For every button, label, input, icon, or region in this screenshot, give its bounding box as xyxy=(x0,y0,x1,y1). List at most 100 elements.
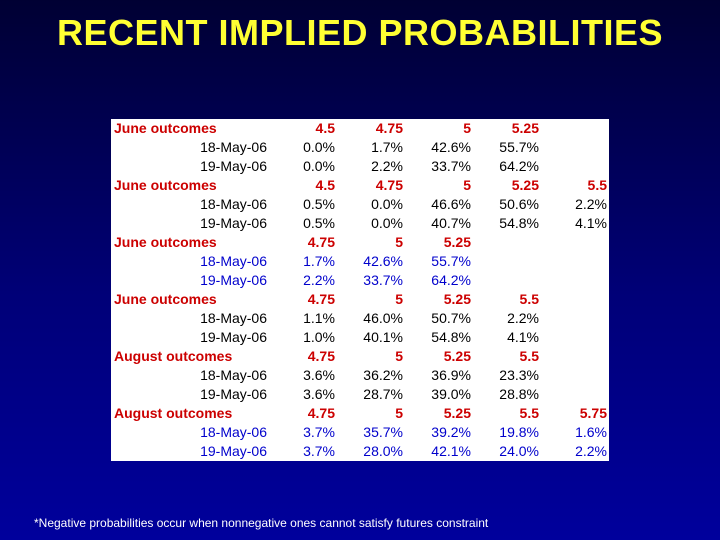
probability-cell: 0.0% xyxy=(303,139,335,155)
date-label: 18-May-06 xyxy=(200,196,267,212)
probability-cell: 3.7% xyxy=(303,443,335,459)
rate-header-cell xyxy=(473,233,541,252)
rate-header-cell: 5 xyxy=(395,291,403,307)
probability-cell: 2.2% xyxy=(575,196,607,212)
probability-row: 19-May-06 3.7% 28.0% 42.1% 24.0% 2.2% xyxy=(111,442,609,461)
probability-cell: 54.8% xyxy=(499,215,539,231)
probability-cell: 4.1% xyxy=(575,215,607,231)
probability-row: 19-May-06 0.0% 2.2% 33.7% 64.2% xyxy=(111,157,609,176)
outcomes-header-row: June outcomes 4.75 5 5.25 xyxy=(111,233,609,252)
probability-table-panel: June outcomes 4.5 4.75 5 5.25 18-May-06 0.0% 1.… xyxy=(111,119,609,461)
probability-cell: 1.1% xyxy=(303,310,335,326)
probability-cell: 46.6% xyxy=(431,196,471,212)
probability-cell: 0.0% xyxy=(371,215,403,231)
probability-cell: 64.2% xyxy=(431,272,471,288)
probability-cell: 1.7% xyxy=(303,253,335,269)
probability-cell xyxy=(541,328,609,347)
rate-header-cell: 5.25 xyxy=(443,234,471,250)
probability-cell: 28.0% xyxy=(363,443,403,459)
date-label: 19-May-06 xyxy=(200,215,267,231)
probability-cell: 2.2% xyxy=(507,310,539,326)
probability-cell: 1.0% xyxy=(303,329,335,345)
probability-cell: 28.8% xyxy=(499,386,539,402)
probability-cell: 42.6% xyxy=(363,253,403,269)
probability-cell: 3.6% xyxy=(303,386,335,402)
rate-header-cell: 4.5 xyxy=(315,177,335,193)
probability-cell: 0.5% xyxy=(303,215,335,231)
probability-cell: 24.0% xyxy=(499,443,539,459)
rate-header-cell: 4.75 xyxy=(307,405,335,421)
probability-cell: 64.2% xyxy=(499,158,539,174)
probability-cell: 33.7% xyxy=(363,272,403,288)
outcomes-label: June outcomes xyxy=(114,234,217,250)
probability-cell: 2.2% xyxy=(303,272,335,288)
rate-header-cell: 5 xyxy=(395,234,403,250)
rate-header-cell: 5 xyxy=(463,177,471,193)
outcomes-header-row: August outcomes 4.75 5 5.25 5.5 5.75 xyxy=(111,404,609,423)
probability-row: 18-May-06 3.7% 35.7% 39.2% 19.8% 1.6% xyxy=(111,423,609,442)
probability-cell: 55.7% xyxy=(431,253,471,269)
probability-cell: 28.7% xyxy=(363,386,403,402)
outcomes-header-row: June outcomes 4.75 5 5.25 5.5 xyxy=(111,290,609,309)
rate-header-cell: 5 xyxy=(395,348,403,364)
probability-cell xyxy=(473,252,541,271)
rate-header-cell: 5 xyxy=(463,120,471,136)
rate-header-cell: 4.75 xyxy=(307,291,335,307)
probability-row: 18-May-06 1.7% 42.6% 55.7% xyxy=(111,252,609,271)
probability-cell: 33.7% xyxy=(431,158,471,174)
probability-cell: 36.9% xyxy=(431,367,471,383)
probability-cell: 46.0% xyxy=(363,310,403,326)
rate-header-cell: 5 xyxy=(395,405,403,421)
probability-cell: 1.7% xyxy=(371,139,403,155)
probability-cell xyxy=(473,271,541,290)
probability-cell: 50.6% xyxy=(499,196,539,212)
rate-header-cell: 5.25 xyxy=(511,120,539,136)
probability-cell: 3.6% xyxy=(303,367,335,383)
probability-cell: 23.3% xyxy=(499,367,539,383)
slide-title: RECENT IMPLIED PROBABILITIES xyxy=(56,12,664,53)
rate-header-cell xyxy=(541,290,609,309)
probability-cell xyxy=(541,252,609,271)
probability-cell: 42.1% xyxy=(431,443,471,459)
rate-header-cell: 5.25 xyxy=(511,177,539,193)
rate-header-cell: 5.5 xyxy=(519,291,539,307)
outcomes-label: August outcomes xyxy=(114,348,233,364)
rate-header-cell: 5.5 xyxy=(519,405,539,421)
date-label: 19-May-06 xyxy=(200,443,267,459)
rate-header-cell: 4.75 xyxy=(307,348,335,364)
probability-cell xyxy=(541,385,609,404)
rate-header-cell: 4.75 xyxy=(375,177,403,193)
rate-header-cell xyxy=(541,233,609,252)
outcomes-label: June outcomes xyxy=(114,291,217,307)
date-label: 18-May-06 xyxy=(200,310,267,326)
outcomes-label: June outcomes xyxy=(114,120,217,136)
rate-header-cell xyxy=(541,347,609,366)
probability-cell: 2.2% xyxy=(575,443,607,459)
rate-header-cell: 4.5 xyxy=(315,120,335,136)
date-label: 18-May-06 xyxy=(200,253,267,269)
probability-row: 18-May-06 1.1% 46.0% 50.7% 2.2% xyxy=(111,309,609,328)
probability-cell: 1.6% xyxy=(575,424,607,440)
outcomes-label: August outcomes xyxy=(114,405,233,421)
probability-cell: 40.1% xyxy=(363,329,403,345)
outcomes-header-row: August outcomes 4.75 5 5.25 5.5 xyxy=(111,347,609,366)
probability-cell xyxy=(541,309,609,328)
probability-table: June outcomes 4.5 4.75 5 5.25 18-May-06 0.0% 1.… xyxy=(111,119,609,461)
probability-cell: 55.7% xyxy=(499,139,539,155)
rate-header-cell: 5.25 xyxy=(443,348,471,364)
probability-cell: 54.8% xyxy=(431,329,471,345)
probability-cell: 0.0% xyxy=(303,158,335,174)
date-label: 18-May-06 xyxy=(200,367,267,383)
probability-cell: 35.7% xyxy=(363,424,403,440)
probability-row: 18-May-06 0.0% 1.7% 42.6% 55.7% xyxy=(111,138,609,157)
probability-cell: 42.6% xyxy=(431,139,471,155)
footnote: *Negative probabilities occur when nonne… xyxy=(34,516,489,530)
probability-cell xyxy=(541,366,609,385)
probability-row: 18-May-06 3.6% 36.2% 36.9% 23.3% xyxy=(111,366,609,385)
rate-header-cell: 4.75 xyxy=(307,234,335,250)
outcomes-header-row: June outcomes 4.5 4.75 5 5.25 xyxy=(111,119,609,138)
date-label: 18-May-06 xyxy=(200,139,267,155)
probability-cell xyxy=(541,138,609,157)
date-label: 19-May-06 xyxy=(200,329,267,345)
date-label: 18-May-06 xyxy=(200,424,267,440)
